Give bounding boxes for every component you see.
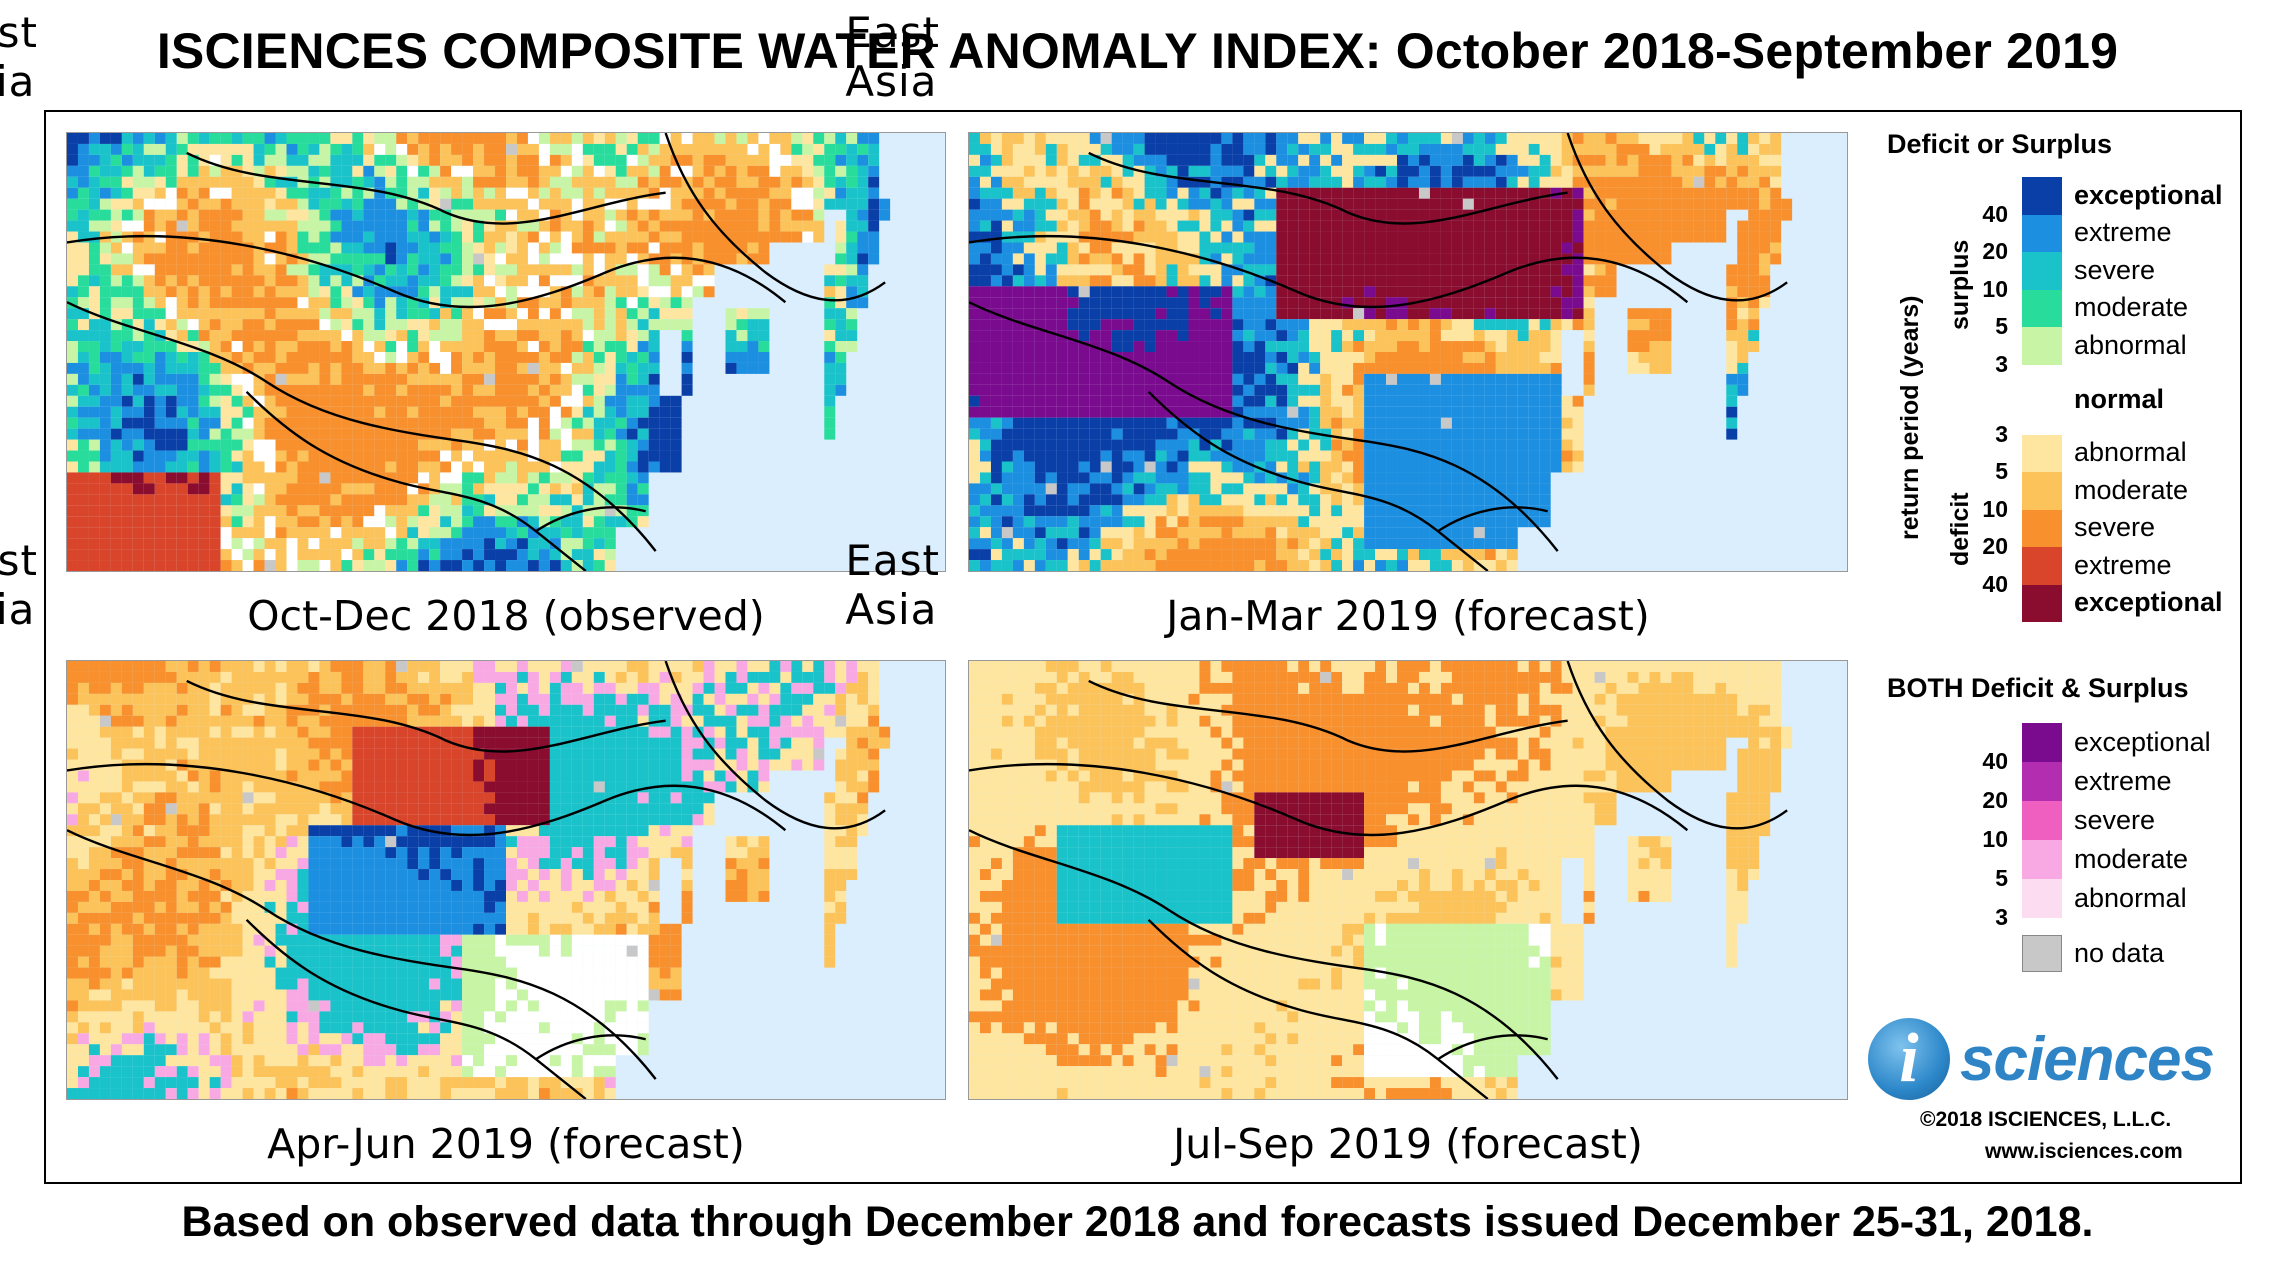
map-image	[66, 132, 946, 572]
legend-swatch-both-2	[2022, 801, 2062, 840]
region-label: East Asia	[845, 8, 940, 106]
panel-caption: Apr-Jun 2019 (forecast)	[267, 1120, 745, 1168]
legend-tick-surplus: 3	[1995, 350, 2008, 377]
legend-label-both-4: abnormal	[2074, 883, 2187, 913]
legend: Deficit or Surplus return period (years)…	[1884, 120, 2244, 1120]
legend-swatch-both-4	[2022, 879, 2062, 918]
legend-tick-deficit: 20	[1982, 533, 2008, 559]
legend-label-both-2: severe	[2074, 805, 2156, 835]
legend-deficit-label: deficit	[1946, 492, 1974, 566]
panel-caption: Oct-Dec 2018 (observed)	[247, 592, 765, 640]
legend-axis-label: return period (years)	[1896, 295, 1924, 540]
logo-text: sciences	[1960, 1025, 2215, 1094]
panel-caption: Jan-Mar 2019 (forecast)	[1166, 592, 1650, 640]
legend-label-surplus-0: exceptional	[2074, 179, 2223, 210]
legend-tick-deficit: 5	[1995, 458, 2008, 484]
anomaly-map	[67, 133, 945, 571]
region-label: East Asia	[0, 536, 38, 634]
legend-tick-deficit: 3	[1995, 420, 2008, 447]
anomaly-map	[969, 661, 1847, 1099]
legend-tick-both: 10	[1982, 826, 2008, 852]
legend-tick-deficit: 10	[1982, 495, 2008, 522]
legend-label-surplus-1: extreme	[2074, 217, 2172, 248]
region-label: East Asia	[0, 8, 38, 106]
map-image	[968, 132, 1848, 572]
legend-tick-surplus: 40	[1982, 200, 2008, 227]
page-title: ISCIENCES COMPOSITE WATER ANOMALY INDEX:…	[156, 23, 2119, 79]
anomaly-map	[969, 133, 1847, 571]
legend-label-both-1: extreme	[2074, 766, 2172, 796]
legend-title-deficit-surplus: Deficit or Surplus	[1887, 129, 2113, 159]
legend-swatch-deficit-3	[2022, 547, 2062, 585]
legend-label-deficit-3: extreme	[2074, 549, 2172, 580]
legend-tick-surplus: 10	[1982, 275, 2008, 302]
legend-label-both-0: exceptional	[2074, 727, 2211, 757]
legend-label-surplus-2: severe	[2074, 254, 2156, 285]
legend-label-deficit-0: abnormal	[2074, 437, 2187, 468]
legend-label-deficit-4: exceptional	[2074, 587, 2223, 618]
legend-tick-both: 40	[1982, 748, 2008, 774]
legend-swatch-deficit-0	[2022, 434, 2062, 472]
legend-swatch-surplus-0	[2022, 177, 2062, 215]
website: www.isciences.com	[1985, 1140, 2183, 1163]
legend-swatch-deficit-1	[2022, 472, 2062, 510]
legend-tick-both: 3	[1995, 904, 2008, 930]
legend-swatch-deficit-4	[2022, 584, 2062, 622]
legend-label-deficit-1: moderate	[2074, 474, 2189, 505]
legend-label-surplus-3: moderate	[2074, 292, 2189, 323]
map-image	[968, 660, 1848, 1100]
legend-swatch-no-data	[2022, 935, 2062, 972]
legend-label-surplus-4: abnormal	[2074, 329, 2187, 360]
legend-swatch-both-3	[2022, 840, 2062, 879]
legend-label-normal: normal	[2074, 383, 2165, 414]
legend-swatch-surplus-4	[2022, 327, 2062, 365]
legend-swatch-both-1	[2022, 762, 2062, 801]
legend-label-deficit-2: severe	[2074, 512, 2156, 543]
legend-title-both: BOTH Deficit & Surplus	[1887, 673, 2189, 703]
panel-caption: Jul-Sep 2019 (forecast)	[1173, 1120, 1643, 1168]
legend-label-both-3: moderate	[2074, 844, 2189, 874]
copyright: ©2018 ISCIENCES, L.L.C.	[1920, 1108, 2172, 1131]
legend-tick-deficit: 40	[1982, 570, 2008, 597]
legend-swatch-normal	[2022, 364, 2062, 435]
legend-swatch-surplus-2	[2022, 252, 2062, 290]
legend-swatch-surplus-3	[2022, 289, 2062, 327]
isciences-logo: i sciences	[1868, 1010, 2228, 1110]
legend-swatch-deficit-2	[2022, 509, 2062, 547]
legend-swatch-surplus-1	[2022, 214, 2062, 252]
legend-surplus-label: surplus	[1946, 239, 1974, 330]
logo-i-icon: i	[1868, 1018, 1950, 1100]
legend-label-no-data: no data	[2074, 938, 2165, 968]
legend-tick-both: 5	[1995, 865, 2008, 891]
map-image	[66, 660, 946, 1100]
legend-tick-both: 20	[1982, 787, 2008, 813]
legend-swatch-both-0	[2022, 723, 2062, 762]
region-label: East Asia	[845, 536, 940, 634]
legend-tick-surplus: 20	[1982, 238, 2008, 264]
anomaly-map	[67, 661, 945, 1099]
footer-note: Based on observed data through December …	[181, 1198, 2094, 1246]
figure-frame	[44, 110, 2242, 1184]
legend-tick-surplus: 5	[1995, 313, 2008, 339]
